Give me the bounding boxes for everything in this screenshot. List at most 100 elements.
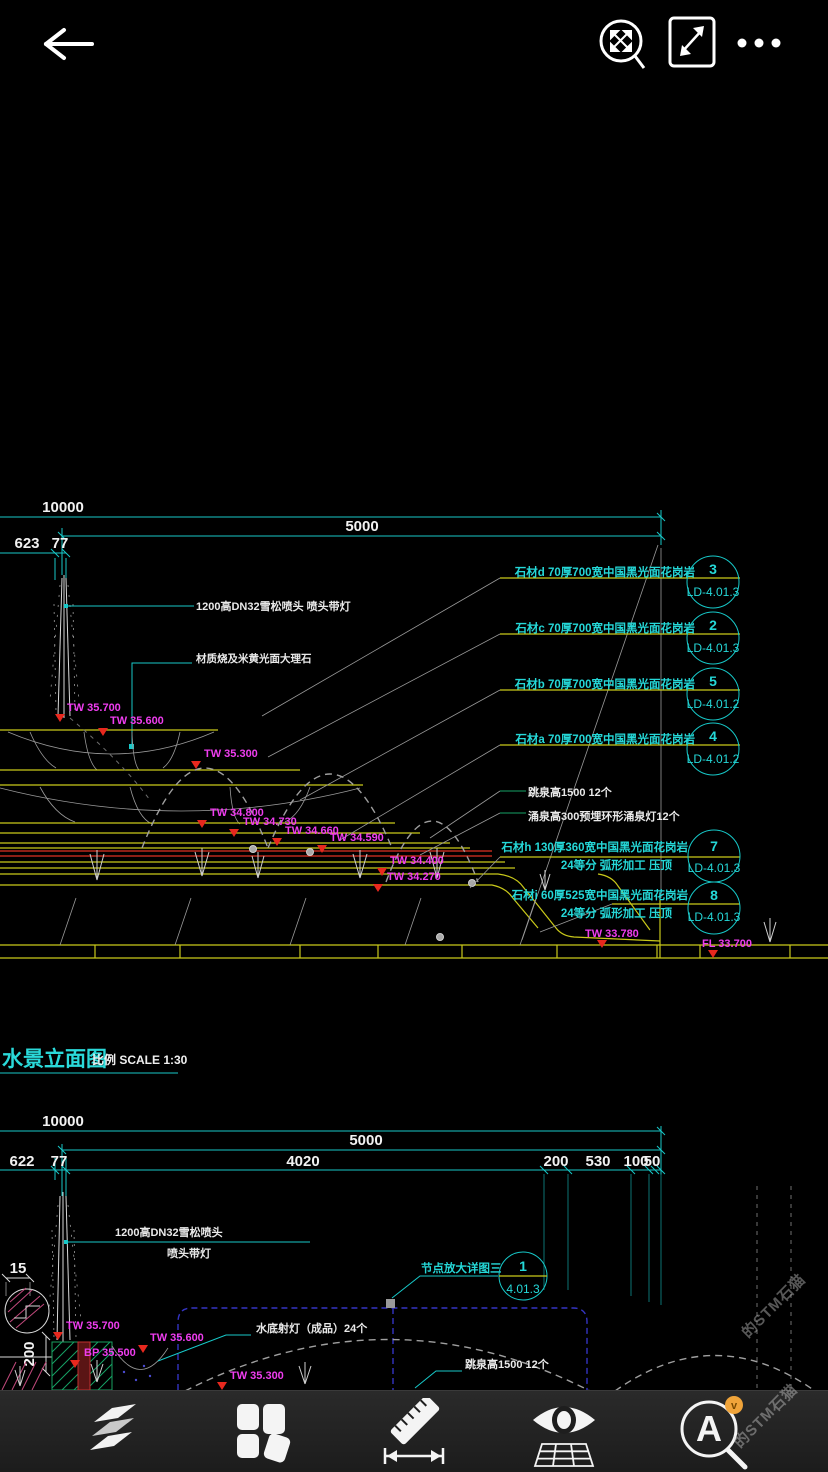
fit-to-screen-icon[interactable] <box>666 14 722 72</box>
detail-callout-label: 节点放大详图三 <box>421 1261 502 1275</box>
detail-ref-num: 8 <box>710 887 718 903</box>
detail-ref-num: 2 <box>709 617 717 633</box>
dim-label: 10000 <box>42 499 84 516</box>
dim-label: 77 <box>52 535 69 552</box>
level-label: TW 34.660 <box>285 825 339 837</box>
detail-ref-num: 7 <box>710 838 718 854</box>
detail-ref-num: 3 <box>709 561 717 577</box>
d2-nozzle-note: 1200高DN32雪松喷头 <box>115 1225 223 1239</box>
d1-notes: 跳泉高1500 12个 涌泉高300预埋环形涌泉灯12个 <box>528 785 681 823</box>
level-label: FL 33.700 <box>702 938 752 950</box>
callout-label: 24等分 弧形加工 压顶 <box>561 906 673 920</box>
level-label: TW 34.400 <box>390 855 444 867</box>
d1-center-jet <box>49 575 194 718</box>
pool-light-note: 水底射灯（成品）24个 <box>256 1321 368 1335</box>
callout-label: 石材d 70厚700宽中国黑光面花岗岩 <box>514 565 696 579</box>
level-label: TW 34.800 <box>210 807 264 819</box>
level-label: TW 34.730 <box>243 816 297 828</box>
level-label: TW 34.590 <box>330 832 384 844</box>
detail-ref-sheet: LD-4.01.3 <box>687 641 740 655</box>
badge-dot <box>725 1395 744 1414</box>
jet-note: 跳泉高1500 12个 <box>465 1357 550 1371</box>
bottom-toolbar: A v <box>0 1390 828 1472</box>
drawing-title: 水景立面图 比例 SCALE 1:30 <box>0 1047 188 1074</box>
d1-dimensions: 10000 5000 623 77 <box>0 499 666 580</box>
top-bar <box>0 0 828 90</box>
dim-label: 623 <box>14 535 39 552</box>
dim-label: 622 <box>9 1153 34 1170</box>
d2-center-jet <box>47 1192 310 1342</box>
dim-label: 10000 <box>42 1113 84 1130</box>
d2-notes: 水底射灯（成品）24个 跳泉高1500 12个 <box>157 1321 550 1389</box>
d2-pedestal <box>51 1341 169 1390</box>
callout-label: 石材a 70厚700宽中国黑光面花岗岩 <box>514 732 695 746</box>
svg-text:A: A <box>696 1408 722 1449</box>
dim-label: 530 <box>585 1153 610 1170</box>
d2-detail-circle <box>0 1287 52 1390</box>
d1-material-note: 材质烧及米黄光面大理石 <box>195 652 312 665</box>
display-eye-grid-icon <box>532 1405 595 1467</box>
level-label: BP 35.500 <box>84 1347 136 1359</box>
detail-ref-sheet: LD-4.01.3 <box>688 861 741 875</box>
measure-icon <box>383 1397 445 1464</box>
detail-ref-num: 5 <box>709 673 717 689</box>
drawing-scale-text: 比例 SCALE 1:30 <box>92 1052 188 1067</box>
dim-label: 4020 <box>286 1153 319 1170</box>
dim-label: 50 <box>644 1153 661 1170</box>
detail-ref-sheet: LD-4.01.3 <box>688 910 741 924</box>
detail-ref-sheet: LD-4.01.3 <box>687 585 740 599</box>
more-icon[interactable] <box>730 30 794 58</box>
callout-label: 石材h 130厚360宽中国黑光面花岗岩 <box>500 840 688 854</box>
find-text-button[interactable]: A v <box>668 1395 758 1469</box>
callout-label: 石材c 70厚700宽中国黑光面花岗岩 <box>514 621 695 635</box>
d2-nozzle-note: 喷头带灯 <box>167 1246 211 1260</box>
find-text-icon: A v <box>680 1395 748 1469</box>
jet-note: 涌泉高300预埋环形涌泉灯12个 <box>528 809 681 823</box>
detail-ref-sheet: 4.01.3 <box>506 1282 540 1296</box>
d1-fountain-profile <box>0 544 828 959</box>
d1-nozzle-note: 1200高DN32雪松喷头 喷头带灯 <box>196 599 351 613</box>
dim-label: 200 <box>21 1341 38 1366</box>
measure-button[interactable] <box>369 1397 459 1467</box>
callout-label: 石材b 70厚700宽中国黑光面花岗岩 <box>514 677 696 691</box>
level-label: TW 34.270 <box>387 871 441 883</box>
d1-water-arcs <box>69 717 479 883</box>
zoom-extents-icon[interactable] <box>594 14 650 72</box>
detail-ref-sheet: LD-4.01.2 <box>687 697 740 711</box>
level-label: TW 33.780 <box>585 928 639 940</box>
detail-ref-num: 4 <box>709 728 717 744</box>
callout-label: 24等分 弧形加工 压顶 <box>561 858 673 872</box>
level-label: TW 35.300 <box>204 748 258 760</box>
level-label: TW 35.700 <box>67 702 121 714</box>
layers-icon <box>89 1403 136 1450</box>
dim-label: 5000 <box>345 518 378 535</box>
d1-callout-leaders <box>261 577 740 933</box>
d2-levels: TW 35.700 TW 35.600 BP 35.500 TW 35.300 <box>53 1320 284 1390</box>
d1-material-leader <box>129 662 192 749</box>
d1-levels: TW 35.700 TW 35.600 TW 35.300 TW 34.800 … <box>55 702 752 958</box>
level-label: TW 35.600 <box>110 715 164 727</box>
level-label: TW 35.700 <box>66 1320 120 1332</box>
level-label: TW 35.300 <box>230 1370 284 1382</box>
blocks-icon <box>237 1403 291 1462</box>
display-button[interactable] <box>519 1397 609 1467</box>
d1-spray-jets <box>89 845 777 943</box>
dim-label: 100 <box>623 1153 648 1170</box>
d2-detail-callout: 节点放大详图三 1 4.01.3 <box>391 1251 548 1301</box>
dim-label: 15 <box>10 1260 27 1277</box>
level-label: TW 35.600 <box>150 1332 204 1344</box>
layers-button[interactable] <box>70 1397 160 1467</box>
detail-ref-num: 1 <box>519 1258 527 1274</box>
drawing-title-text: 水景立面图 <box>2 1047 107 1071</box>
back-icon[interactable] <box>34 22 98 66</box>
dim-label: 77 <box>51 1153 68 1170</box>
detail-ref-sheet: LD-4.01.2 <box>687 752 740 766</box>
callout-label: 石材i 60厚525宽中国黑光面花岗岩 <box>511 888 689 902</box>
blocks-button[interactable] <box>219 1397 309 1467</box>
svg-text:v: v <box>731 1400 738 1412</box>
d2-dimensions: 10000 5000 622 77 4020 200 530 100 50 15… <box>0 1113 666 1377</box>
dim-label: 5000 <box>349 1132 382 1149</box>
d1-callouts: 石材d 70厚700宽中国黑光面花岗岩 石材c 70厚700宽中国黑光面花岗岩 … <box>500 555 741 935</box>
cad-canvas[interactable]: 10000 5000 623 77 1200高DN32雪松喷头 喷头带灯 材质烧… <box>0 0 828 1390</box>
